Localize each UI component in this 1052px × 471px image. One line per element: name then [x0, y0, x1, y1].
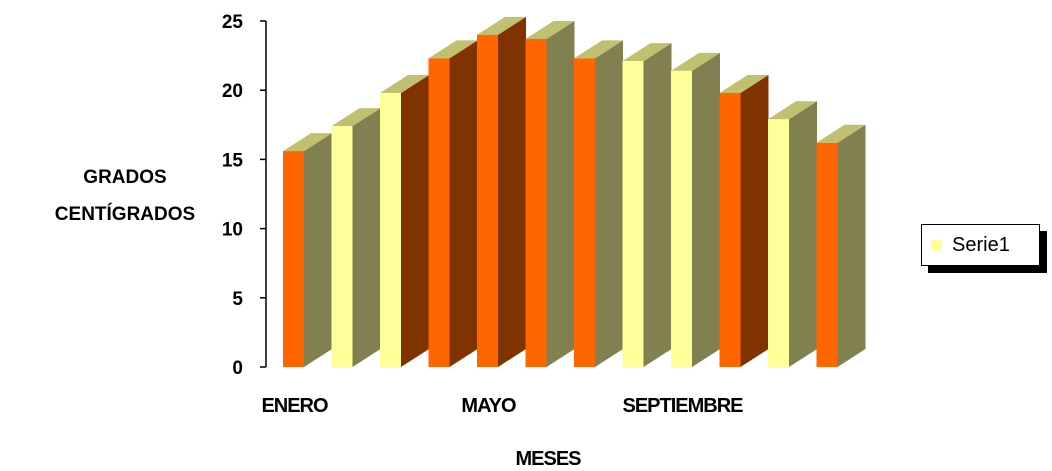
bar [331, 108, 381, 368]
x-tick-label: ENERO [261, 395, 328, 417]
bar [574, 40, 623, 367]
y-tick-label: 0 [232, 358, 243, 379]
bar-side [449, 40, 478, 367]
bar-top [380, 74, 429, 93]
bar [428, 40, 478, 367]
bar-front [477, 34, 498, 368]
bar-top [622, 43, 672, 62]
bar-front [622, 61, 644, 368]
category-labels: ENERO MAYO SEPTIEMBRE [261, 395, 744, 417]
bar-side [401, 74, 429, 367]
bar-top [428, 40, 478, 59]
bar-side [837, 124, 866, 368]
x-axis-title: MESES [515, 448, 581, 470]
bar-front [768, 119, 789, 367]
bar [477, 16, 526, 368]
y-tick-label: 20 [222, 81, 243, 102]
bar [380, 74, 429, 367]
bar [622, 43, 672, 368]
y-axis-title-line2: CENTÍGRADOS [55, 203, 195, 225]
bar-side [595, 40, 623, 367]
bar-side [546, 20, 575, 367]
bar [719, 74, 769, 367]
x-tick-label: MAYO [461, 395, 516, 417]
y-tick-label: 10 [222, 220, 243, 241]
y-axis: 0 5 10 15 20 25 [222, 12, 267, 379]
bar-top [477, 16, 526, 35]
bar-front [671, 70, 692, 367]
bar-front [331, 126, 353, 368]
bar-top [768, 101, 817, 120]
bar-front [525, 38, 547, 367]
bar-top [331, 108, 381, 127]
bar [525, 20, 575, 367]
bar [283, 133, 332, 367]
bar-top [283, 133, 332, 152]
bar-front [816, 142, 838, 367]
bar [816, 124, 866, 368]
bar-side [352, 108, 381, 368]
bar-side [304, 133, 332, 367]
x-tick-label: SEPTIEMBRE [622, 395, 743, 417]
bar-front [574, 58, 595, 367]
bar-front [380, 92, 401, 367]
bar [671, 52, 720, 367]
bar-top [671, 52, 720, 71]
bar [768, 101, 817, 367]
y-axis-title-line1: GRADOS [83, 167, 166, 188]
bar-side [643, 43, 672, 368]
legend-box: Serie1 [921, 224, 1040, 266]
y-tick-label: 15 [222, 150, 244, 171]
bar-side [692, 52, 720, 367]
legend-label: Serie1 [952, 233, 1010, 256]
y-tick-label: 25 [222, 12, 244, 33]
bar-top [525, 20, 575, 39]
bar-front [719, 92, 741, 367]
bar-side [740, 74, 769, 367]
legend-swatch [931, 239, 942, 251]
bar-top [816, 124, 866, 143]
bar-front [283, 151, 304, 367]
legend: Serie1 [921, 224, 1047, 273]
bar-top [574, 40, 623, 59]
bar-front [428, 58, 450, 367]
bar-side [498, 16, 526, 368]
y-tick-label: 5 [232, 289, 243, 310]
bar-side [789, 101, 817, 367]
bars [283, 16, 866, 368]
bar-top [719, 74, 769, 93]
